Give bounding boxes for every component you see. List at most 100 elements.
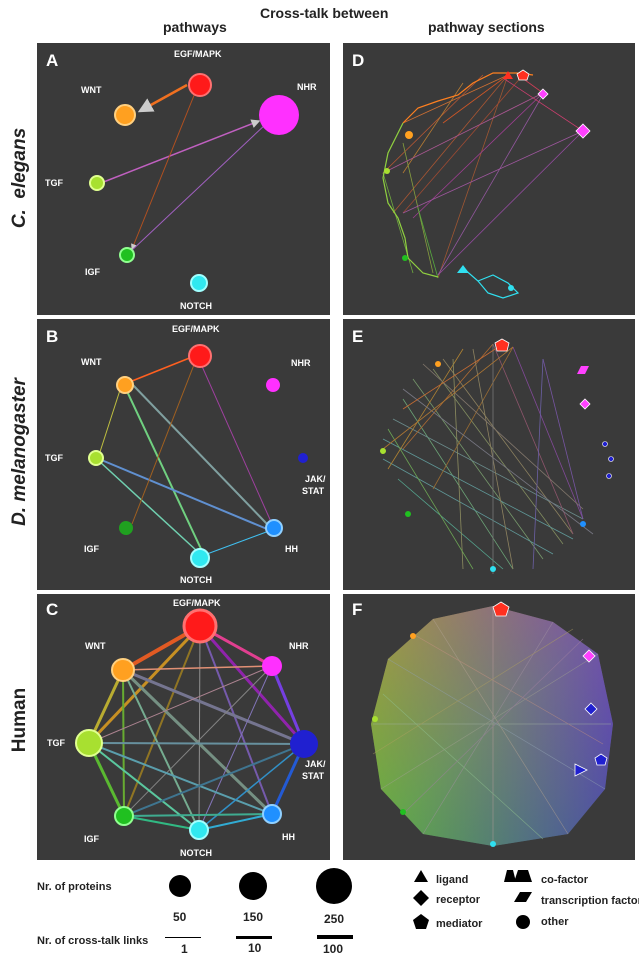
node-tgf — [380, 448, 386, 454]
header-cross-talk: Cross-talk between — [260, 5, 389, 21]
node-tgf — [88, 450, 104, 466]
node-tgf — [75, 729, 103, 757]
node-wnt — [114, 104, 136, 126]
label-nhr: NHR — [297, 82, 317, 92]
label-wnt: WNT — [81, 357, 102, 367]
legend-protein-size-50: 50 — [173, 910, 187, 924]
legend-link-line-100 — [317, 935, 353, 939]
panel-d: D — [343, 43, 635, 315]
panel-b-graph: EGF/MAPK WNT NHR TGF JAK/ STAT IGF HH NO… — [45, 324, 326, 585]
legend-links-title: Nr. of cross-talk links — [37, 935, 149, 947]
node-notch-ligand — [457, 265, 469, 273]
panel-a: EGF/MAPK WNT NHR TGF IGF NOTCH A — [37, 43, 330, 315]
label-jak-2: STAT — [302, 771, 325, 781]
node-egf-ligand — [503, 71, 513, 79]
legend-cofactor-icon — [504, 870, 516, 882]
label-notch: NOTCH — [180, 575, 212, 585]
panel-letter-c: C — [46, 600, 59, 619]
node-wnt — [111, 658, 135, 682]
label-jak-1: JAK/ — [305, 474, 326, 484]
label-wnt: WNT — [85, 641, 106, 651]
node-jak — [602, 441, 608, 447]
panel-f: F — [343, 594, 635, 860]
header-pathway-sections: pathway sections — [428, 19, 545, 35]
node-nhr-receptor — [582, 649, 596, 663]
legend-cofactor-label: co-factor — [541, 874, 589, 886]
node-nhr-receptor-large — [575, 123, 591, 139]
label-jak-2: STAT — [302, 486, 325, 496]
node-notch — [190, 548, 210, 568]
node-notch — [508, 285, 514, 291]
label-tgf: TGF — [45, 453, 63, 463]
legend-protein-circles — [169, 868, 352, 904]
panel-letter-f: F — [352, 600, 363, 619]
legend-other-icon — [516, 915, 530, 929]
legend-receptor-icon — [413, 890, 429, 906]
legend-other-label: other — [541, 916, 569, 928]
label-hh: HH — [285, 544, 298, 554]
legend-ligand-label: ligand — [436, 874, 469, 886]
legend-shapes-right — [514, 870, 532, 929]
organism-genus: D. — [9, 506, 30, 526]
panel-e-graph — [380, 338, 614, 574]
legend-circle-large — [316, 868, 352, 904]
legend-link-line-1 — [165, 937, 201, 938]
organism-species: melanogaster — [9, 378, 30, 502]
node-wnt — [116, 376, 134, 394]
node-igf — [400, 809, 406, 815]
panel-b: EGF/MAPK WNT NHR TGF JAK/ STAT IGF HH NO… — [37, 319, 330, 590]
legend-shapes — [413, 870, 516, 929]
node-nhr — [259, 95, 299, 135]
legend-link-line-10 — [236, 936, 272, 939]
node-jak — [606, 473, 612, 479]
organism-label-human: Human — [9, 688, 31, 752]
legend-mediator-label: mediator — [436, 918, 483, 930]
label-nhr: NHR — [289, 641, 309, 651]
legend-cofactor-icon — [514, 870, 532, 882]
node-wnt — [410, 633, 416, 639]
organism-species: elegans — [9, 127, 30, 199]
panel-c: EGF/MAPK WNT NHR TGF JAK/ STAT IGF HH NO… — [37, 594, 330, 860]
node-notch — [490, 841, 496, 847]
node-tgf — [89, 175, 105, 191]
legend-tf-icon — [514, 892, 532, 902]
node-nhr — [266, 378, 280, 392]
node-hh — [580, 521, 586, 527]
label-notch: NOTCH — [180, 848, 212, 858]
panel-letter-e: E — [352, 327, 364, 346]
node-nhr — [262, 656, 282, 676]
legend-proteins-title: Nr. of proteins — [37, 881, 112, 893]
node-wnt — [405, 131, 413, 139]
label-egf: EGF/MAPK — [172, 324, 220, 334]
label-nhr: NHR — [291, 358, 311, 368]
node-igf — [114, 806, 134, 826]
legend-protein-size-150: 150 — [243, 910, 264, 924]
node-notch — [189, 820, 209, 840]
node-jak-ligand — [574, 763, 588, 777]
node-igf — [119, 247, 135, 263]
label-notch: NOTCH — [180, 301, 212, 311]
legend-link-count-1: 1 — [181, 942, 188, 956]
node-jak — [298, 453, 308, 463]
node-jak — [290, 730, 318, 758]
legend-receptor-label: receptor — [436, 894, 481, 906]
label-jak-1: JAK/ — [305, 759, 326, 769]
node-notch — [190, 274, 208, 292]
panel-letter-d: D — [352, 51, 365, 70]
node-nhr-tf — [577, 366, 589, 374]
legend-link-count-10: 10 — [248, 941, 262, 955]
node-egf — [188, 344, 212, 368]
organism-name: Human — [9, 687, 30, 753]
node-wnt — [435, 361, 441, 367]
panel-letter-b: B — [46, 327, 59, 346]
label-hh: HH — [282, 832, 295, 842]
organism-genus: C. — [9, 209, 30, 229]
node-igf — [405, 511, 411, 517]
panel-c-graph: EGF/MAPK WNT NHR TGF JAK/ STAT IGF HH NO… — [47, 598, 326, 858]
node-egf-mediator — [494, 338, 510, 352]
label-tgf: TGF — [45, 178, 63, 188]
label-tgf: TGF — [47, 738, 65, 748]
organism-label-c-elegans: C. elegans — [9, 128, 31, 228]
node-igf — [402, 255, 408, 261]
node-igf — [119, 521, 133, 535]
